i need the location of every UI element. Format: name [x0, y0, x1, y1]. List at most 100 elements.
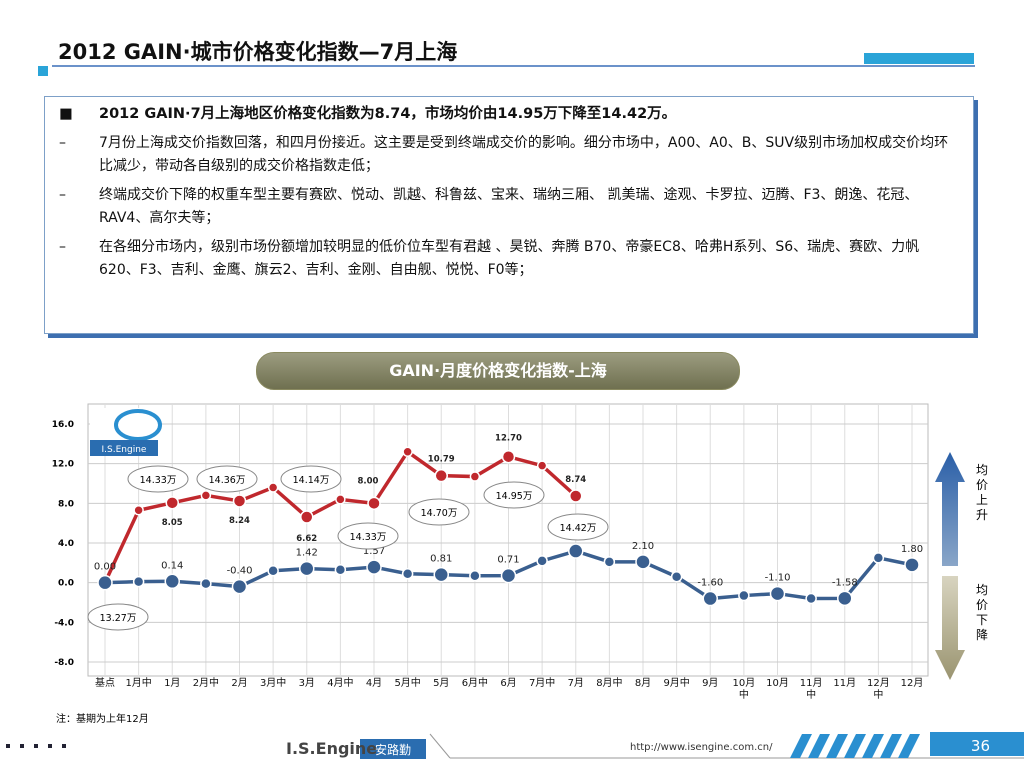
slide-title: 2012 GAIN·城市价格变化指数—7月上海	[58, 40, 458, 64]
price-label: 14.42万	[560, 523, 597, 534]
point	[469, 569, 481, 582]
data-label: 0.00	[94, 562, 116, 573]
data-label: 8.05	[162, 518, 183, 528]
chart: -8.0 -4.0 0.0 4.0 8.0 12.0 16.0 I.S.Engine 8.05 8…	[52, 403, 988, 680]
price-label: 14.36万	[209, 475, 246, 486]
point	[267, 482, 279, 493]
chart-title: GAIN·月度价格变化指数-上海	[256, 352, 740, 390]
data-label: 0.81	[430, 554, 452, 565]
bullet-marker: –	[59, 187, 66, 203]
price-bubble	[127, 465, 189, 493]
logo-text: I.S.Engine	[102, 445, 147, 455]
point	[433, 566, 449, 583]
point	[635, 554, 651, 570]
point	[769, 585, 786, 602]
point	[133, 505, 144, 516]
x-tick-label: 5月中	[394, 678, 421, 689]
x-tick-label: 10月中	[732, 678, 756, 701]
point	[670, 570, 683, 583]
x-tick-label: 9月	[702, 678, 719, 689]
point	[231, 578, 248, 595]
x-tick-label: 7月	[567, 678, 584, 689]
bullet-marker: –	[59, 135, 66, 151]
x-tick-label: 4月	[365, 678, 383, 689]
x-tick-label: 7月中	[528, 678, 556, 689]
data-label: 0.71	[497, 555, 519, 566]
bullet-marker: –	[59, 239, 66, 255]
url: http://www.isengine.com.cn/	[630, 742, 773, 753]
price-bubble	[87, 603, 149, 631]
brand-cn: 安路勤	[375, 742, 411, 757]
point	[366, 559, 382, 575]
bullet-text: 在各细分市场内，级别市场份额增加较明显的低价位车型有君越 、昊锐、奔腾 B70、…	[99, 239, 920, 278]
data-label: 10.79	[428, 455, 455, 465]
page-number: 36	[971, 737, 990, 755]
data-label: 8.74	[565, 475, 586, 485]
data-label: 2.10	[632, 541, 654, 552]
x-tick-label: 11月中	[799, 678, 823, 701]
data-label: 0.14	[161, 560, 183, 571]
x-tick-label: 2月	[231, 678, 248, 689]
y-tick-label: 4.0	[58, 539, 74, 549]
bullet: – 终端成交价下降的权重车型主要有赛欧、悦动、凯越、科鲁兹、宝来、瑞纳三厢、 凯美…	[59, 184, 955, 230]
data-label: 1.57	[363, 546, 385, 557]
side-label: 均价下降	[976, 583, 988, 642]
data-label: 8.24	[229, 516, 250, 526]
point	[200, 577, 212, 590]
down-arrow	[935, 576, 965, 680]
logo-bar	[90, 440, 158, 456]
x-tick-label: 1月	[164, 678, 181, 689]
price-label: 13.27万	[100, 613, 137, 624]
point	[500, 567, 517, 584]
point	[164, 573, 180, 590]
data-label: 8.00	[358, 476, 379, 486]
x-tick-label: 8月中	[596, 678, 623, 689]
point	[165, 496, 179, 510]
bullet: ■ 2012 GAIN·7月上海地区价格变化指数为8.74，市场均价由14.95万…	[59, 103, 955, 126]
x-tick-label: 基点	[95, 678, 115, 689]
bullet: – 7月份上海成交价指数回落，和四月份接近。这主要是受到终端成交价的影响。细分市场…	[59, 132, 955, 178]
point	[267, 565, 279, 577]
price-bubble	[547, 513, 609, 541]
point	[872, 552, 885, 564]
point	[536, 460, 548, 471]
x-tick-label: 10月	[766, 678, 789, 689]
bullet-box: ■ 2012 GAIN·7月上海地区价格变化指数为8.74，市场均价由14.95万…	[44, 96, 974, 334]
note: 注：基期为上年12月	[56, 714, 149, 725]
y-tick-label: -8.0	[54, 658, 74, 668]
point	[805, 592, 817, 605]
price-label: 14.33万	[350, 532, 387, 543]
x-tick-label: 12月	[900, 678, 924, 689]
point	[702, 590, 718, 607]
point	[536, 555, 548, 567]
point	[300, 510, 314, 524]
footer: I.S.Engine 安路勤 http://www.isengine.com.c…	[6, 732, 1024, 759]
data-label: 1.80	[901, 544, 923, 555]
point	[132, 575, 145, 588]
y-tick-label: -4.0	[54, 618, 74, 628]
bullet-text: 2012 GAIN·7月上海地区价格变化指数为8.74，市场均价由14.95万下…	[99, 106, 677, 122]
x-tick-label: 9月中	[663, 678, 690, 689]
data-label: -1.58	[832, 577, 858, 588]
point	[200, 490, 212, 501]
x-tick-label: 1月中	[125, 678, 152, 689]
bullet-text: 7月份上海成交价指数回落，和四月份接近。这主要是受到终端成交价的影响。细分市场中…	[99, 135, 949, 174]
point	[434, 468, 448, 483]
point	[904, 557, 920, 573]
point	[569, 489, 583, 503]
point	[501, 449, 516, 464]
x-tick-label: 3月中	[259, 678, 287, 689]
price-bubble	[280, 465, 342, 493]
point	[299, 560, 315, 577]
point	[367, 496, 381, 511]
point	[97, 574, 113, 591]
point	[603, 556, 616, 568]
price-bubble	[196, 465, 258, 493]
data-label: 12.70	[495, 434, 522, 444]
data-label: -1.10	[765, 573, 791, 584]
x-tick-label: 6月	[500, 678, 517, 689]
point	[469, 471, 481, 482]
x-tick-label: 8月	[634, 678, 652, 689]
point	[232, 494, 247, 508]
